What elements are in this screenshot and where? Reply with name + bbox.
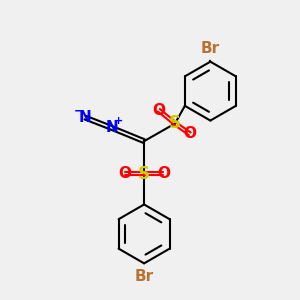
Text: Br: Br (201, 41, 220, 56)
Text: Br: Br (134, 269, 154, 284)
Text: O: O (157, 166, 170, 181)
Text: −: − (74, 105, 84, 118)
Text: S: S (138, 165, 150, 183)
Text: N: N (79, 110, 92, 125)
Text: O: O (183, 126, 196, 141)
Text: N: N (105, 120, 118, 135)
Text: S: S (169, 115, 181, 133)
Text: O: O (118, 166, 131, 181)
Text: +: + (114, 116, 123, 126)
Text: O: O (152, 103, 165, 118)
